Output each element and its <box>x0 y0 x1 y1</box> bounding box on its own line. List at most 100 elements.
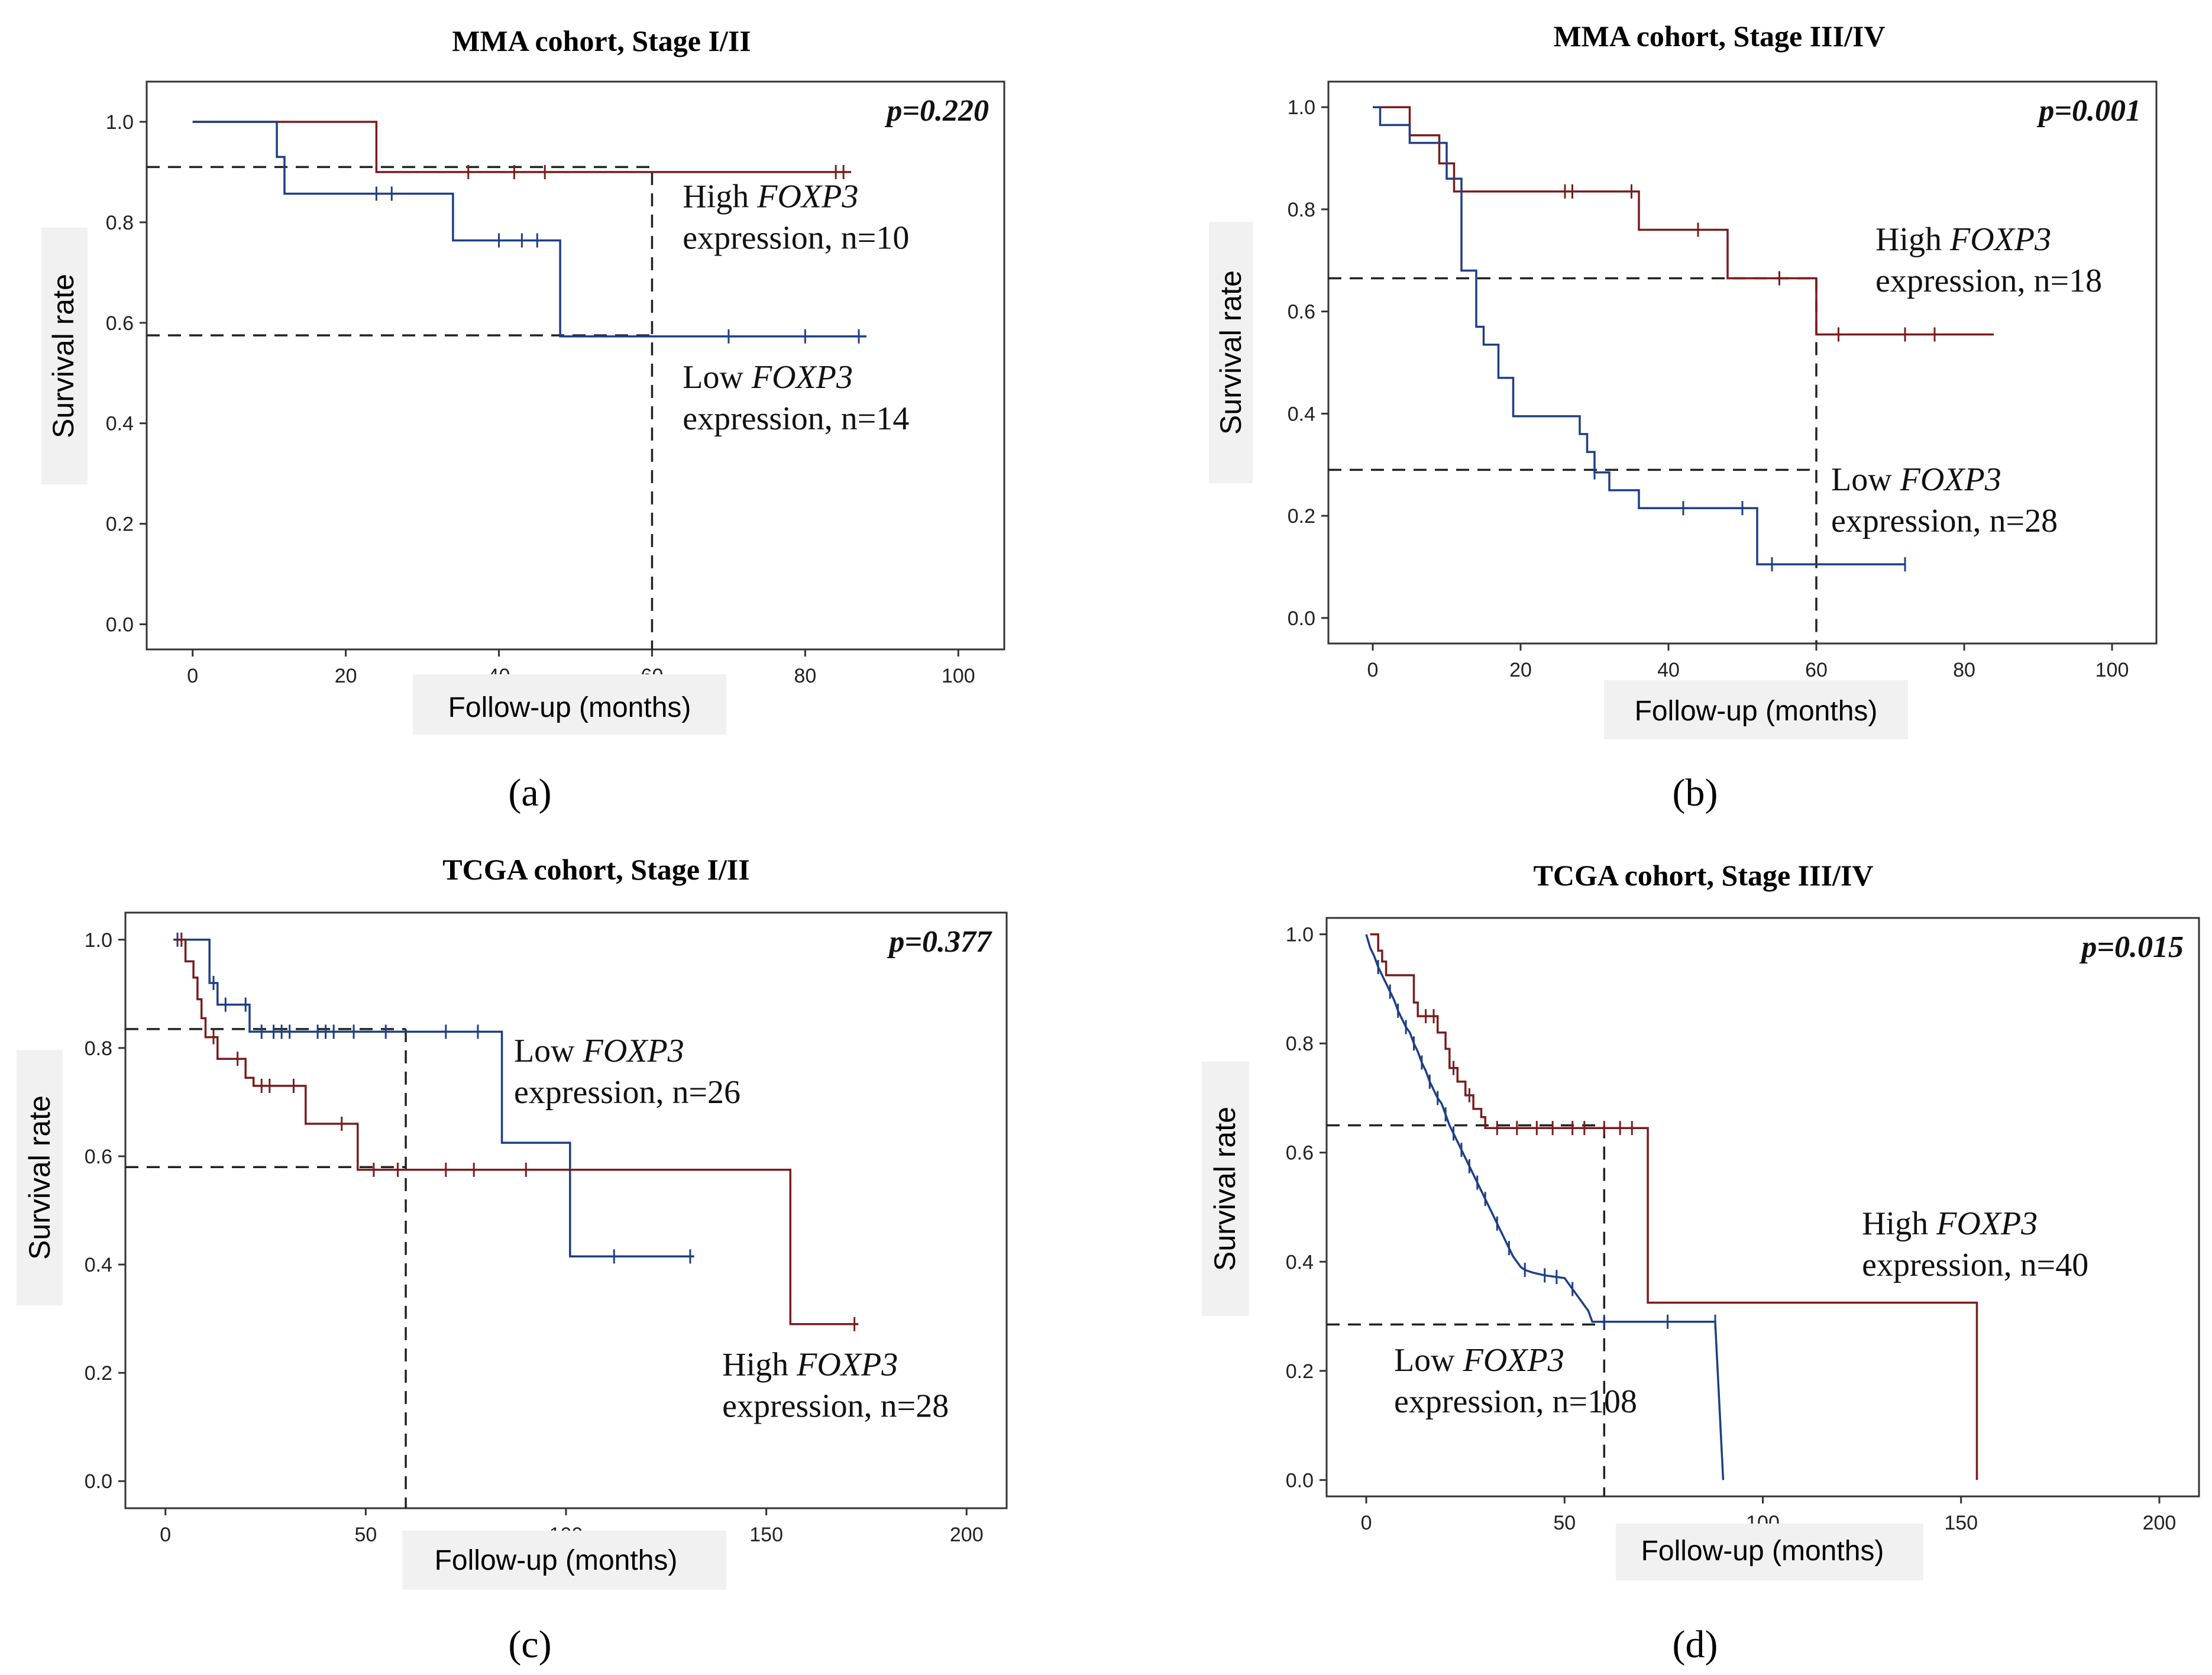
panel-a-ytick-label: 0.8 <box>106 212 134 234</box>
panel-d-xtick-label: 50 <box>1553 1512 1576 1534</box>
panel-c-ytick-label: 1.0 <box>85 929 112 952</box>
panel-a-xtick-label: 20 <box>335 665 357 687</box>
panel-d-ytick-label: 0.0 <box>1286 1469 1314 1492</box>
panel-c-title: TCGA cohort, Stage I/II <box>442 853 749 886</box>
panel-a-xlabel-bg <box>413 674 726 735</box>
panel-c-annotation-line1: Low FOXP3 <box>514 1033 684 1069</box>
panel-d: TCGA cohort, Stage III/IV 0 50 100 150 2000.… <box>1202 859 2200 1666</box>
panel-b-curve-high-foxp3 <box>1373 106 1994 336</box>
panel-a-annotation-line1: High FOXP3 <box>683 178 858 215</box>
panel-b-annotation-prefix: High <box>1875 221 1950 258</box>
panel-c-pvalue: p=0.377 <box>887 925 992 959</box>
panel-a-xtick-label: 100 <box>942 665 975 687</box>
panel-b-xtick-label: 40 <box>1657 659 1680 681</box>
panel-c-xtick-label: 200 <box>950 1524 984 1546</box>
panel-c-annotation-line2: expression, n=28 <box>722 1388 949 1425</box>
panel-c-annotation-line2: expression, n=26 <box>514 1074 740 1111</box>
panel-c-annotation-prefix: High <box>722 1347 797 1383</box>
panel-c-ytick-label: 0.8 <box>85 1037 112 1060</box>
panel-b-plot-frame <box>1327 80 2158 645</box>
panel-c-ytick-label: 0.2 <box>85 1362 112 1385</box>
panel-d-xtick-label: 0 <box>1361 1512 1372 1534</box>
panel-c-annotation-gene: FOXP3 <box>796 1347 898 1383</box>
panel-a-curve-low-foxp3 <box>192 121 866 338</box>
panel-d-pvalue: p=0.015 <box>2079 930 2184 964</box>
panel-a-xlabel: Follow-up (months) <box>448 692 691 723</box>
panel-c-xtick-label: 0 <box>160 1524 171 1546</box>
panel-d-annotation-line2: expression, n=40 <box>1862 1247 2088 1283</box>
panel-a-ytick-label: 0.6 <box>106 312 134 335</box>
panel-d-annotation-gene: FOXP3 <box>1463 1342 1564 1379</box>
panel-b-annotation-line1: Low FOXP3 <box>1831 461 2001 498</box>
panel-d-annotation-line2: expression, n=108 <box>1394 1383 1637 1420</box>
panel-b: MMA cohort, Stage III/IV 0 20 40 60 80 100 0.0… <box>1209 20 2158 814</box>
panel-c-xtick-label: 50 <box>354 1524 377 1546</box>
panel-a-annotation-line1: Low FOXP3 <box>683 359 853 396</box>
panel-d-ytick-label: 0.6 <box>1286 1142 1314 1165</box>
panel-b-xtick-label: 20 <box>1509 659 1532 681</box>
panel-c-ytick-label: 0.6 <box>85 1146 112 1168</box>
panel-d-ylabel: Survival rate <box>1208 1107 1241 1271</box>
panel-c-annotation-line1: High FOXP3 <box>722 1347 898 1383</box>
panel-b-annotation-line1: High FOXP3 <box>1875 221 2051 258</box>
panel-d-xtick-label: 150 <box>1944 1512 1978 1534</box>
panel-b-ytick-label: 0.0 <box>1288 607 1315 630</box>
panel-b-ylabel-bg <box>1209 222 1253 483</box>
panel-d-label: (d) <box>1673 1623 1718 1666</box>
panel-c-annotation-gene: FOXP3 <box>583 1033 684 1069</box>
panel-a-xtick-label: 0 <box>187 665 198 687</box>
panel-a-annotation-line2: expression, n=14 <box>683 400 909 437</box>
panel-a-annotation-gene: FOXP3 <box>751 359 853 396</box>
panel-b-xlabel: Follow-up (months) <box>1635 696 1878 727</box>
panel-d-ytick-label: 0.2 <box>1286 1360 1314 1383</box>
panel-d-xtick-label: 200 <box>2143 1512 2177 1534</box>
panel-d-ylabel-bg <box>1202 1062 1249 1316</box>
panel-d-ytick-label: 0.4 <box>1286 1251 1314 1273</box>
panel-b-xlabel-bg <box>1604 680 1908 739</box>
panel-b-curve-low-foxp3 <box>1373 106 1905 565</box>
panel-d-curve-high-foxp3 <box>1370 933 1978 1480</box>
panel-a-ytick-label: 0.0 <box>106 614 134 636</box>
panel-b-annotation-prefix: Low <box>1831 461 1900 498</box>
panel-b-ytick-label: 0.4 <box>1288 403 1315 425</box>
panel-b-ytick-label: 0.2 <box>1288 505 1315 528</box>
panel-c-xlabel: Follow-up (months) <box>435 1545 678 1576</box>
panel-b-xtick-label: 0 <box>1367 659 1379 681</box>
panel-a-label: (a) <box>508 771 551 814</box>
panel-b-annotation-gene: FOXP3 <box>1900 461 2001 498</box>
panel-a-plot-frame <box>145 80 1005 651</box>
panel-a-ytick-label: 1.0 <box>106 111 134 134</box>
panel-a-xtick-label: 80 <box>794 665 816 687</box>
panel-c-ylabel-bg <box>17 1050 63 1305</box>
panel-c-label: (c) <box>508 1623 551 1666</box>
panel-d-xlabel-bg <box>1616 1524 1923 1580</box>
panel-c-xlabel-bg <box>402 1531 726 1590</box>
panel-b-annotation-line2: expression, n=28 <box>1831 503 2058 539</box>
panel-c-xtick-label: 150 <box>749 1524 783 1546</box>
panel-d-annotation-prefix: High <box>1862 1205 1936 1242</box>
panel-c-ytick-label: 0.4 <box>85 1254 112 1276</box>
panel-a-annotation-prefix: High <box>683 178 757 215</box>
panel-b-ytick-label: 0.8 <box>1288 199 1315 221</box>
panel-a: MMA cohort, Stage I/II 0204060801000.00.… <box>41 24 1005 814</box>
panel-a-ytick-label: 0.4 <box>106 413 134 435</box>
panel-b-ytick-label: 0.6 <box>1288 301 1315 324</box>
panel-a-annotation-prefix: Low <box>683 359 752 396</box>
panel-a-annotation-gene: FOXP3 <box>756 178 858 215</box>
panel-a-title: MMA cohort, Stage I/II <box>452 24 751 57</box>
panel-c-curve-high-foxp3 <box>173 939 859 1325</box>
panel-d-xlabel: Follow-up (months) <box>1641 1535 1884 1567</box>
panel-c-annotation-prefix: Low <box>514 1033 583 1069</box>
panel-b-xtick-label: 80 <box>1953 659 1975 681</box>
panel-a-ylabel-bg <box>41 228 88 484</box>
panel-b-annotation-line2: expression, n=18 <box>1875 263 2102 299</box>
panel-b-title: MMA cohort, Stage III/IV <box>1553 20 1885 53</box>
panel-d-annotation-line1: Low FOXP3 <box>1394 1342 1564 1379</box>
panel-c-ytick-label: 0.0 <box>85 1470 112 1493</box>
panel-b-label: (b) <box>1673 771 1718 814</box>
panel-a-annotation-line2: expression, n=10 <box>683 219 909 256</box>
panel-b-xtick-label: 100 <box>2095 659 2129 681</box>
panel-a-ylabel: Survival rate <box>47 274 80 438</box>
